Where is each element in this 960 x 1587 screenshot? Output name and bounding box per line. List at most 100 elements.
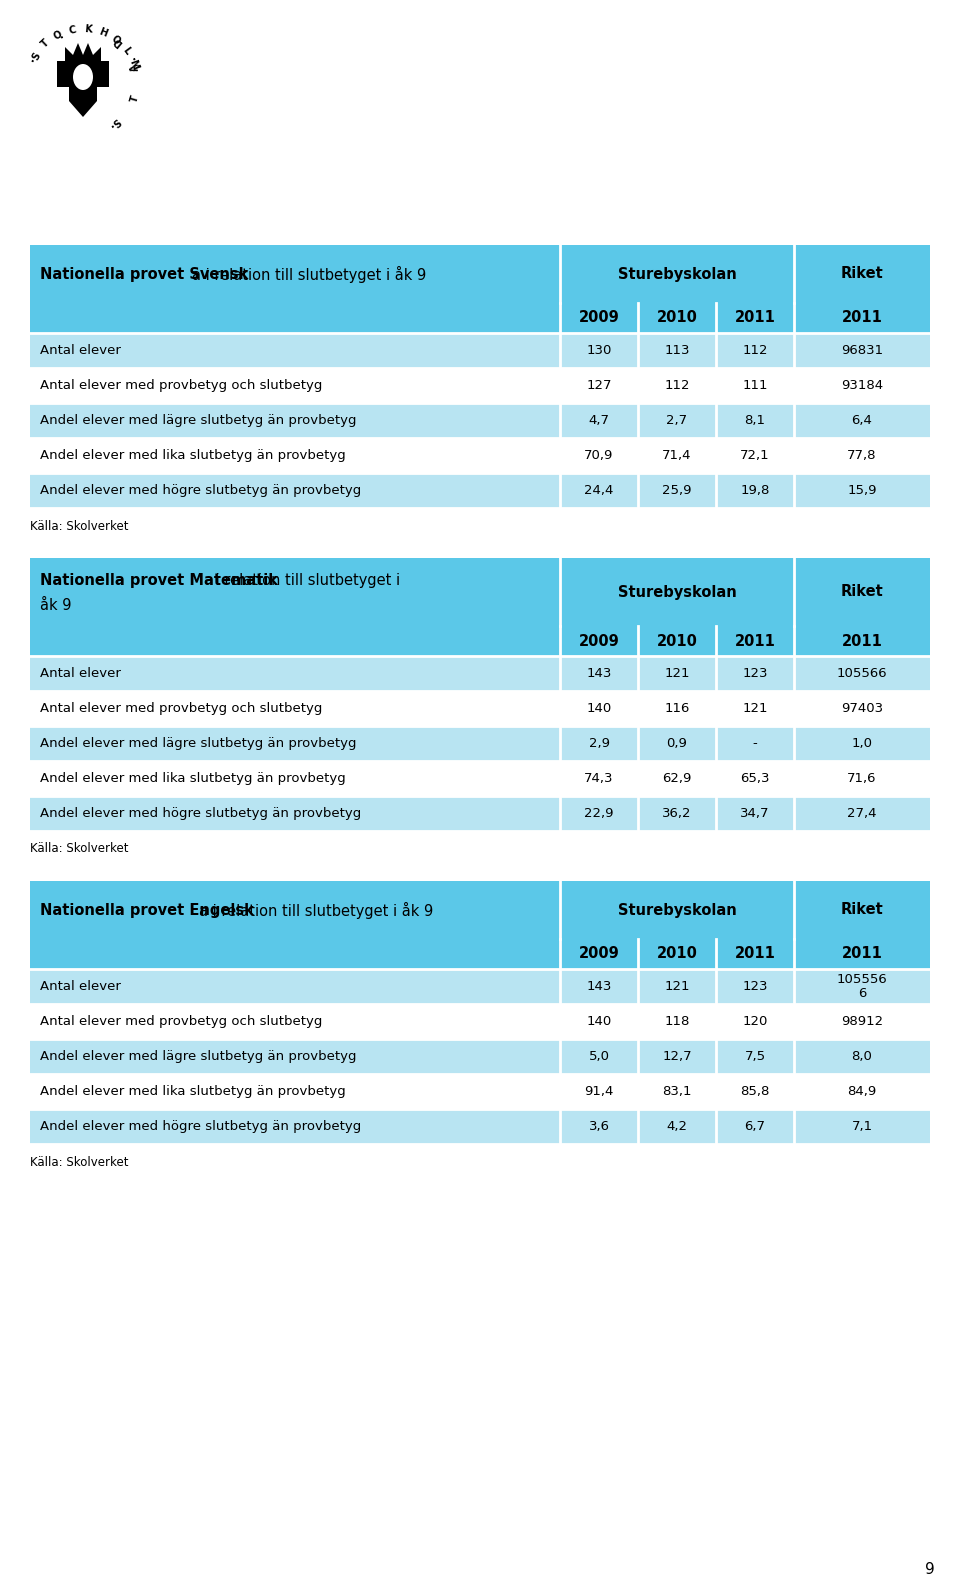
- Bar: [30, 625, 930, 655]
- Ellipse shape: [73, 63, 93, 90]
- Text: 111: 111: [742, 379, 768, 392]
- Bar: [30, 725, 930, 762]
- Text: 8,1: 8,1: [745, 414, 765, 427]
- Text: 140: 140: [587, 1016, 612, 1028]
- Text: Källa: Skolverket: Källa: Skolverket: [30, 843, 129, 855]
- Text: C: C: [68, 24, 77, 35]
- Text: Antal elever med provbetyg och slutbetyg: Antal elever med provbetyg och slutbetyg: [40, 1016, 323, 1028]
- Text: O: O: [52, 29, 64, 41]
- Text: 6,7: 6,7: [745, 1120, 765, 1133]
- Text: i relation till slutbetyget i: i relation till slutbetyget i: [211, 573, 400, 587]
- Text: 2011: 2011: [734, 946, 776, 962]
- Text: 85,8: 85,8: [740, 1086, 770, 1098]
- Text: a i relation till slutbetyget i åk 9: a i relation till slutbetyget i åk 9: [192, 265, 426, 282]
- Text: 83,1: 83,1: [662, 1086, 692, 1098]
- Text: 143: 143: [587, 981, 612, 993]
- Text: 120: 120: [742, 1016, 768, 1028]
- Text: ·: ·: [109, 122, 119, 133]
- Text: 105566: 105566: [837, 667, 887, 679]
- Bar: [30, 333, 930, 368]
- Text: 140: 140: [587, 701, 612, 716]
- Text: 2,7: 2,7: [666, 414, 687, 427]
- Text: a i relation till slutbetyget i åk 9: a i relation till slutbetyget i åk 9: [199, 901, 433, 919]
- Text: Andel elever med lägre slutbetyg än provbetyg: Andel elever med lägre slutbetyg än prov…: [40, 1051, 356, 1063]
- Text: 25,9: 25,9: [662, 484, 692, 497]
- Text: 116: 116: [664, 701, 689, 716]
- Bar: [30, 403, 930, 438]
- Text: 123: 123: [742, 981, 768, 993]
- Text: Andel elever med högre slutbetyg än provbetyg: Andel elever med högre slutbetyg än prov…: [40, 808, 361, 820]
- Text: 98912: 98912: [841, 1016, 883, 1028]
- Text: 93184: 93184: [841, 379, 883, 392]
- Text: 0,9: 0,9: [666, 736, 687, 751]
- Text: S: S: [30, 51, 42, 62]
- Text: M: M: [128, 59, 140, 71]
- Text: Nationella provet Svensk: Nationella provet Svensk: [40, 267, 249, 281]
- Text: -: -: [753, 736, 757, 751]
- Text: Sturebyskolan: Sturebyskolan: [617, 267, 736, 281]
- Text: 123: 123: [742, 667, 768, 679]
- Bar: [30, 762, 930, 797]
- Polygon shape: [65, 43, 101, 60]
- Text: 113: 113: [664, 344, 689, 357]
- Text: Antal elever med provbetyg och slutbetyg: Antal elever med provbetyg och slutbetyg: [40, 701, 323, 716]
- Bar: [30, 797, 930, 832]
- Text: 105556: 105556: [836, 973, 887, 986]
- Text: Källa: Skolverket: Källa: Skolverket: [30, 1155, 129, 1168]
- Bar: [30, 655, 930, 690]
- Text: 22,9: 22,9: [585, 808, 613, 820]
- Text: 97403: 97403: [841, 701, 883, 716]
- Text: ·: ·: [29, 56, 39, 63]
- Text: 70,9: 70,9: [585, 449, 613, 462]
- Text: Riket: Riket: [841, 903, 883, 917]
- Text: 2010: 2010: [657, 311, 697, 325]
- Text: Andel elever med lägre slutbetyg än provbetyg: Andel elever med lägre slutbetyg än prov…: [40, 736, 356, 751]
- Text: 7,5: 7,5: [744, 1051, 765, 1063]
- Text: H: H: [97, 27, 108, 38]
- Text: 118: 118: [664, 1016, 689, 1028]
- Text: 4,7: 4,7: [588, 414, 610, 427]
- Bar: [30, 368, 930, 403]
- Bar: [30, 1005, 930, 1039]
- Text: 2011: 2011: [734, 633, 776, 649]
- Text: 91,4: 91,4: [585, 1086, 613, 1098]
- Text: 7,1: 7,1: [852, 1120, 873, 1133]
- Text: åk 9: åk 9: [40, 598, 71, 614]
- Text: 74,3: 74,3: [585, 771, 613, 786]
- Text: K: K: [84, 24, 92, 35]
- Polygon shape: [57, 60, 109, 117]
- Text: 2011: 2011: [842, 946, 882, 962]
- Text: O: O: [109, 33, 122, 46]
- Text: 2,9: 2,9: [588, 736, 610, 751]
- Text: Antal elever: Antal elever: [40, 981, 121, 993]
- Text: 6: 6: [858, 987, 866, 1000]
- Text: 24,4: 24,4: [585, 484, 613, 497]
- Text: ·: ·: [55, 30, 62, 40]
- Text: 84,9: 84,9: [848, 1086, 876, 1098]
- Text: 143: 143: [587, 667, 612, 679]
- Text: 3,6: 3,6: [588, 1120, 610, 1133]
- Text: 127: 127: [587, 379, 612, 392]
- Text: Sturebyskolan: Sturebyskolan: [617, 584, 736, 600]
- Text: 121: 121: [664, 667, 689, 679]
- Text: Antal elever med provbetyg och slutbetyg: Antal elever med provbetyg och slutbetyg: [40, 379, 323, 392]
- Text: 12,7: 12,7: [662, 1051, 692, 1063]
- Text: Nationella provet Matematik: Nationella provet Matematik: [40, 573, 278, 587]
- Text: S: S: [111, 119, 124, 130]
- Bar: [30, 244, 930, 303]
- Text: Andel elever med högre slutbetyg än provbetyg: Andel elever med högre slutbetyg än prov…: [40, 1120, 361, 1133]
- Bar: [30, 1039, 930, 1074]
- Text: 2010: 2010: [657, 946, 697, 962]
- Text: T: T: [129, 94, 140, 103]
- Text: 36,2: 36,2: [662, 808, 692, 820]
- Bar: [30, 1109, 930, 1144]
- Text: 121: 121: [664, 981, 689, 993]
- Text: Antal elever: Antal elever: [40, 667, 121, 679]
- Text: 2009: 2009: [579, 311, 619, 325]
- Bar: [30, 940, 930, 970]
- Bar: [30, 970, 930, 1005]
- Text: 71,6: 71,6: [848, 771, 876, 786]
- Text: A: A: [129, 62, 140, 73]
- Text: 5,0: 5,0: [588, 1051, 610, 1063]
- Bar: [30, 690, 930, 725]
